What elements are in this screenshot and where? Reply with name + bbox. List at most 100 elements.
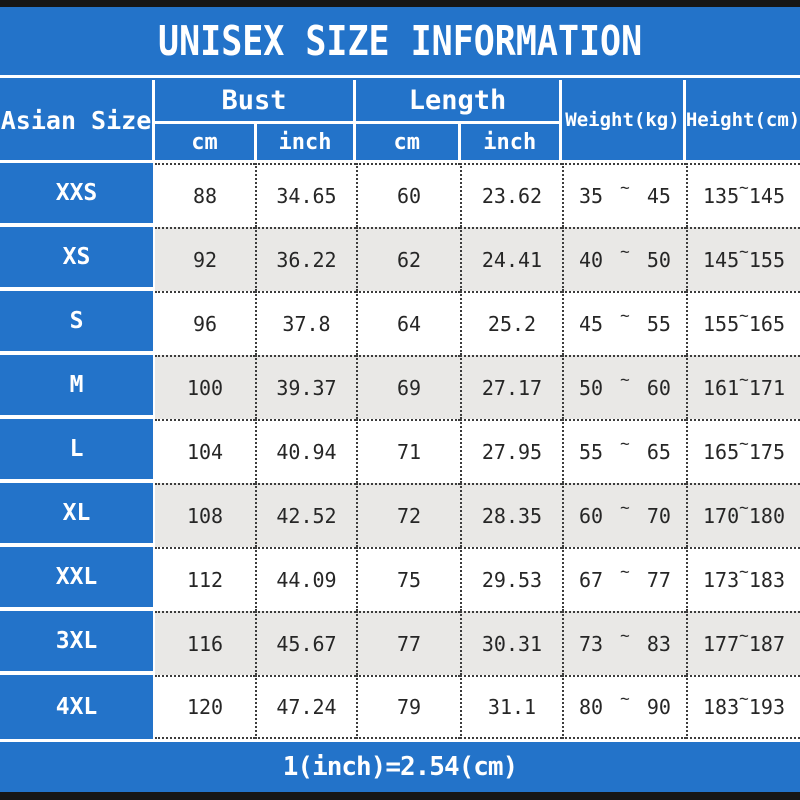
table-header: Asian Size Bust cm inch Length cm inch W… — [0, 78, 800, 163]
weight-max: 60 — [646, 376, 671, 400]
height-range: 173 ~183 — [686, 547, 800, 611]
weight-min: 35 — [579, 184, 604, 208]
weight-header-label: Weight(kg) — [565, 109, 680, 131]
bust-inch-value: 37.8 — [255, 291, 356, 355]
height-min: 155 — [703, 312, 740, 336]
tilde-separator: ~ — [739, 497, 749, 517]
bust-label: Bust — [155, 80, 353, 124]
height-max: 171 — [748, 376, 785, 400]
page-title: UNISEX SIZE INFORMATION — [157, 17, 643, 65]
height-max: 165 — [748, 312, 785, 336]
tilde-separator: ~ — [620, 625, 630, 645]
length-cm-value: 62 — [356, 227, 460, 291]
bottom-edge-bar — [0, 792, 800, 800]
size-label: S — [0, 291, 155, 355]
table-row: M 100 39.37 69 27.17 50 ~60 161 ~171 — [0, 355, 800, 419]
column-header-height: Height(cm) — [686, 80, 800, 160]
tilde-separator: ~ — [739, 305, 749, 325]
weight-min: 40 — [579, 248, 604, 272]
bust-inch-value: 47.24 — [255, 675, 356, 739]
weight-range: 55 ~65 — [562, 419, 686, 483]
weight-min: 45 — [579, 312, 604, 336]
bust-subheader-row: cm inch — [155, 124, 353, 160]
length-inch-value: 25.2 — [460, 291, 562, 355]
title-banner: UNISEX SIZE INFORMATION — [0, 7, 800, 78]
tilde-separator: ~ — [739, 625, 749, 645]
length-cm-value: 72 — [356, 483, 460, 547]
height-range: 177 ~187 — [686, 611, 800, 675]
length-subheader-row: cm inch — [356, 124, 559, 160]
length-label: Length — [356, 80, 559, 124]
size-label: M — [0, 355, 155, 419]
table-row: XXL 112 44.09 75 29.53 67 ~77 173 ~183 — [0, 547, 800, 611]
table-body: XXS 88 34.65 60 23.62 35 ~45 135 ~145 XS 92 36.22 62… — [0, 163, 800, 739]
height-max: 155 — [748, 248, 785, 272]
height-max: 175 — [748, 440, 785, 464]
size-label: XXL — [0, 547, 155, 611]
height-max: 193 — [748, 695, 785, 719]
length-inch-value: 23.62 — [460, 163, 562, 227]
bust-inch-value: 39.37 — [255, 355, 356, 419]
weight-max: 50 — [646, 248, 671, 272]
length-inch-value: 27.17 — [460, 355, 562, 419]
bust-inch-value: 36.22 — [255, 227, 356, 291]
length-cm-value: 79 — [356, 675, 460, 739]
weight-range: 60 ~70 — [562, 483, 686, 547]
weight-range: 50 ~60 — [562, 355, 686, 419]
weight-max: 77 — [646, 568, 671, 592]
weight-range: 40 ~50 — [562, 227, 686, 291]
bust-inch-value: 44.09 — [255, 547, 356, 611]
bust-inch-value: 40.94 — [255, 419, 356, 483]
length-inch-value: 24.41 — [460, 227, 562, 291]
tilde-separator: ~ — [620, 561, 630, 581]
height-max: 180 — [748, 504, 785, 528]
weight-max: 90 — [646, 695, 671, 719]
length-inch-value: 31.1 — [460, 675, 562, 739]
tilde-separator: ~ — [739, 561, 749, 581]
length-cm-value: 60 — [356, 163, 460, 227]
height-min: 170 — [703, 504, 740, 528]
table-row: XXS 88 34.65 60 23.62 35 ~45 135 ~145 — [0, 163, 800, 227]
table-row: L 104 40.94 71 27.95 55 ~65 165 ~175 — [0, 419, 800, 483]
weight-max: 83 — [646, 632, 671, 656]
height-range: 135 ~145 — [686, 163, 800, 227]
tilde-separator: ~ — [739, 433, 749, 453]
tilde-separator: ~ — [739, 688, 749, 708]
height-range: 183 ~193 — [686, 675, 800, 739]
top-edge-bar — [0, 0, 800, 7]
bust-cm-value: 92 — [155, 227, 255, 291]
weight-range: 45 ~55 — [562, 291, 686, 355]
size-label: XXS — [0, 163, 155, 227]
bust-cm-value: 96 — [155, 291, 255, 355]
size-label: L — [0, 419, 155, 483]
weight-range: 67 ~77 — [562, 547, 686, 611]
length-inch-header: inch — [457, 124, 560, 160]
length-inch-value: 29.53 — [460, 547, 562, 611]
tilde-separator: ~ — [739, 177, 749, 197]
height-range: 155 ~165 — [686, 291, 800, 355]
size-label: XS — [0, 227, 155, 291]
tilde-separator: ~ — [620, 433, 630, 453]
table-row: XL 108 42.52 72 28.35 60 ~70 170 ~180 — [0, 483, 800, 547]
group-header-length: Length cm inch — [356, 80, 562, 160]
length-inch-value: 28.35 — [460, 483, 562, 547]
tilde-separator: ~ — [620, 177, 630, 197]
bust-inch-value: 34.65 — [255, 163, 356, 227]
weight-range: 80 ~90 — [562, 675, 686, 739]
bust-cm-value: 104 — [155, 419, 255, 483]
size-label: 4XL — [0, 675, 155, 739]
tilde-separator: ~ — [620, 241, 630, 261]
height-min: 183 — [703, 695, 740, 719]
weight-min: 50 — [579, 376, 604, 400]
weight-range: 35 ~45 — [562, 163, 686, 227]
height-header-label: Height(cm) — [685, 109, 800, 131]
weight-min: 60 — [579, 504, 604, 528]
group-header-bust: Bust cm inch — [155, 80, 356, 160]
tilde-separator: ~ — [620, 497, 630, 517]
weight-range: 73 ~83 — [562, 611, 686, 675]
height-range: 170 ~180 — [686, 483, 800, 547]
table-row: XS 92 36.22 62 24.41 40 ~50 145 ~155 — [0, 227, 800, 291]
bust-inch-header: inch — [254, 124, 353, 160]
length-cm-value: 64 — [356, 291, 460, 355]
size-label: XL — [0, 483, 155, 547]
